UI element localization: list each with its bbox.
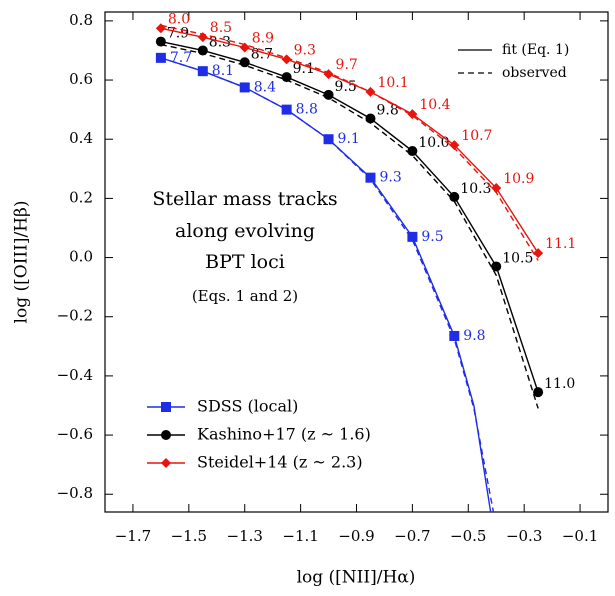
y-tick-label: −0.4 xyxy=(57,366,93,384)
legend-label: Steidel+14 (z ~ 2.3) xyxy=(197,453,363,472)
y-axis-label: log ([OIII]/Hβ) xyxy=(12,201,32,324)
point xyxy=(155,52,166,63)
point xyxy=(449,330,460,341)
mass-label: 8.5 xyxy=(210,20,232,36)
mass-label: 8.3 xyxy=(209,34,231,50)
annotation: (Eqs. 1 and 2) xyxy=(192,287,298,305)
point xyxy=(407,231,418,242)
y-tick-label: −0.6 xyxy=(57,425,93,443)
mass-label: 10.7 xyxy=(461,128,492,144)
mass-label: 8.4 xyxy=(254,79,276,95)
point xyxy=(323,89,334,100)
point xyxy=(533,248,544,259)
legend-label: observed xyxy=(502,65,567,81)
annotation: along evolving xyxy=(175,220,315,242)
y-tick-label: 0.6 xyxy=(69,70,93,88)
point xyxy=(197,32,208,43)
y-tick-label: 0.8 xyxy=(69,11,93,29)
y-tick-label: 0.2 xyxy=(69,188,93,206)
point xyxy=(197,66,208,77)
x-axis-label: log ([NII]/Hα) xyxy=(297,568,416,588)
point xyxy=(281,104,292,115)
x-tick-label: −0.1 xyxy=(562,527,598,545)
point xyxy=(323,134,334,145)
mass-label: 9.5 xyxy=(335,79,357,95)
mass-label: 9.8 xyxy=(463,328,485,344)
point xyxy=(407,146,418,157)
point xyxy=(533,387,544,398)
point xyxy=(491,183,502,194)
point xyxy=(239,42,250,53)
mass-label: 10.3 xyxy=(460,181,491,197)
point xyxy=(281,54,292,65)
x-tick-label: −1.3 xyxy=(227,527,263,545)
mass-label: 10.5 xyxy=(502,250,533,266)
annotation: Stellar mass tracks xyxy=(152,188,337,210)
point xyxy=(155,36,166,47)
x-tick-label: −1.1 xyxy=(282,527,318,545)
mass-label: 9.8 xyxy=(376,103,398,119)
point xyxy=(365,86,376,97)
observed-line xyxy=(160,57,495,512)
mass-label: 9.3 xyxy=(379,170,401,186)
mass-label: 10.4 xyxy=(419,97,450,113)
mass-label: 9.3 xyxy=(294,42,316,58)
legend-marker xyxy=(161,430,171,440)
observed-line xyxy=(160,43,539,409)
x-tick-label: −0.9 xyxy=(338,527,374,545)
mass-label: 10.1 xyxy=(377,75,408,91)
mass-label: 8.9 xyxy=(252,31,274,47)
point xyxy=(323,69,334,80)
mass-label: 9.5 xyxy=(421,229,443,245)
mass-label: 9.1 xyxy=(293,61,315,77)
point xyxy=(155,23,166,34)
mass-label: 8.8 xyxy=(296,102,318,118)
observed-line xyxy=(160,24,539,261)
fit-line xyxy=(160,57,492,512)
mass-label: 9.1 xyxy=(338,131,360,147)
mass-label: 7.7 xyxy=(170,50,192,66)
point xyxy=(491,261,502,272)
fit-line xyxy=(160,40,539,393)
fit-line xyxy=(160,27,539,254)
x-tick-label: −1.7 xyxy=(115,527,151,545)
point xyxy=(281,72,292,83)
point xyxy=(239,82,250,93)
mass-label: 10.9 xyxy=(503,171,534,187)
y-tick-label: −0.2 xyxy=(57,307,93,325)
y-tick-label: 0.4 xyxy=(69,129,93,147)
point xyxy=(365,172,376,183)
mass-label: 8.1 xyxy=(212,63,234,79)
legend-label: Kashino+17 (z ~ 1.6) xyxy=(197,425,371,444)
point xyxy=(449,140,460,151)
annotation: BPT loci xyxy=(205,251,285,273)
point xyxy=(239,57,250,68)
mass-label: 11.1 xyxy=(545,236,576,252)
legend-marker xyxy=(161,458,171,468)
legend-label: fit (Eq. 1) xyxy=(502,42,569,58)
point xyxy=(365,113,376,124)
mass-label: 10.0 xyxy=(418,135,449,151)
point xyxy=(197,45,208,56)
point xyxy=(407,109,418,120)
mass-label: 8.0 xyxy=(168,11,190,27)
mass-label: 11.0 xyxy=(544,376,575,392)
y-tick-label: −0.8 xyxy=(57,484,93,502)
x-tick-label: −0.3 xyxy=(506,527,542,545)
legend-label: SDSS (local) xyxy=(197,397,298,416)
x-tick-label: −1.5 xyxy=(171,527,207,545)
legend-marker xyxy=(161,402,171,412)
point xyxy=(449,191,460,202)
x-tick-label: −0.5 xyxy=(450,527,486,545)
y-tick-label: 0.0 xyxy=(69,248,93,266)
mass-label: 9.7 xyxy=(336,57,358,73)
x-tick-label: −0.7 xyxy=(394,527,430,545)
